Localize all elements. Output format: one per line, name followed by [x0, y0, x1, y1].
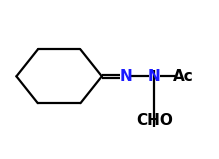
Text: N: N [148, 69, 161, 84]
Text: N: N [120, 69, 132, 84]
Text: CHO: CHO [136, 113, 173, 128]
Text: Ac: Ac [173, 69, 193, 84]
